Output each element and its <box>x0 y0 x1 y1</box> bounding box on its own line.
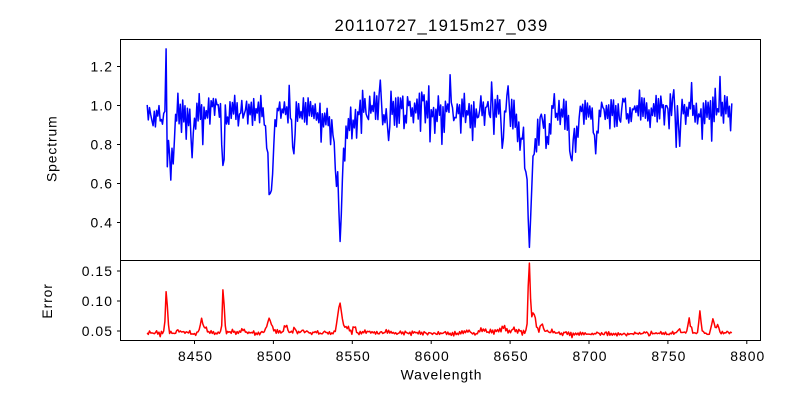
svg-text:8450: 8450 <box>178 348 213 364</box>
svg-text:Error: Error <box>39 283 55 318</box>
svg-text:8700: 8700 <box>572 348 607 364</box>
svg-text:8800: 8800 <box>730 348 765 364</box>
svg-text:0.05: 0.05 <box>82 323 113 339</box>
svg-text:0.10: 0.10 <box>82 293 113 309</box>
svg-text:Spectrum: Spectrum <box>44 115 60 182</box>
svg-text:0.4: 0.4 <box>91 214 113 230</box>
svg-text:20110727_1915m27_039: 20110727_1915m27_039 <box>335 16 549 35</box>
svg-text:8600: 8600 <box>415 348 450 364</box>
svg-text:8550: 8550 <box>336 348 371 364</box>
svg-text:8650: 8650 <box>494 348 529 364</box>
svg-text:0.15: 0.15 <box>82 263 113 279</box>
svg-text:0.6: 0.6 <box>91 175 113 191</box>
svg-text:Wavelength: Wavelength <box>401 366 483 382</box>
svg-text:0.8: 0.8 <box>91 136 113 152</box>
svg-text:8500: 8500 <box>257 348 292 364</box>
svg-text:1.2: 1.2 <box>91 58 113 74</box>
svg-text:8750: 8750 <box>651 348 686 364</box>
svg-text:1.0: 1.0 <box>91 97 113 113</box>
